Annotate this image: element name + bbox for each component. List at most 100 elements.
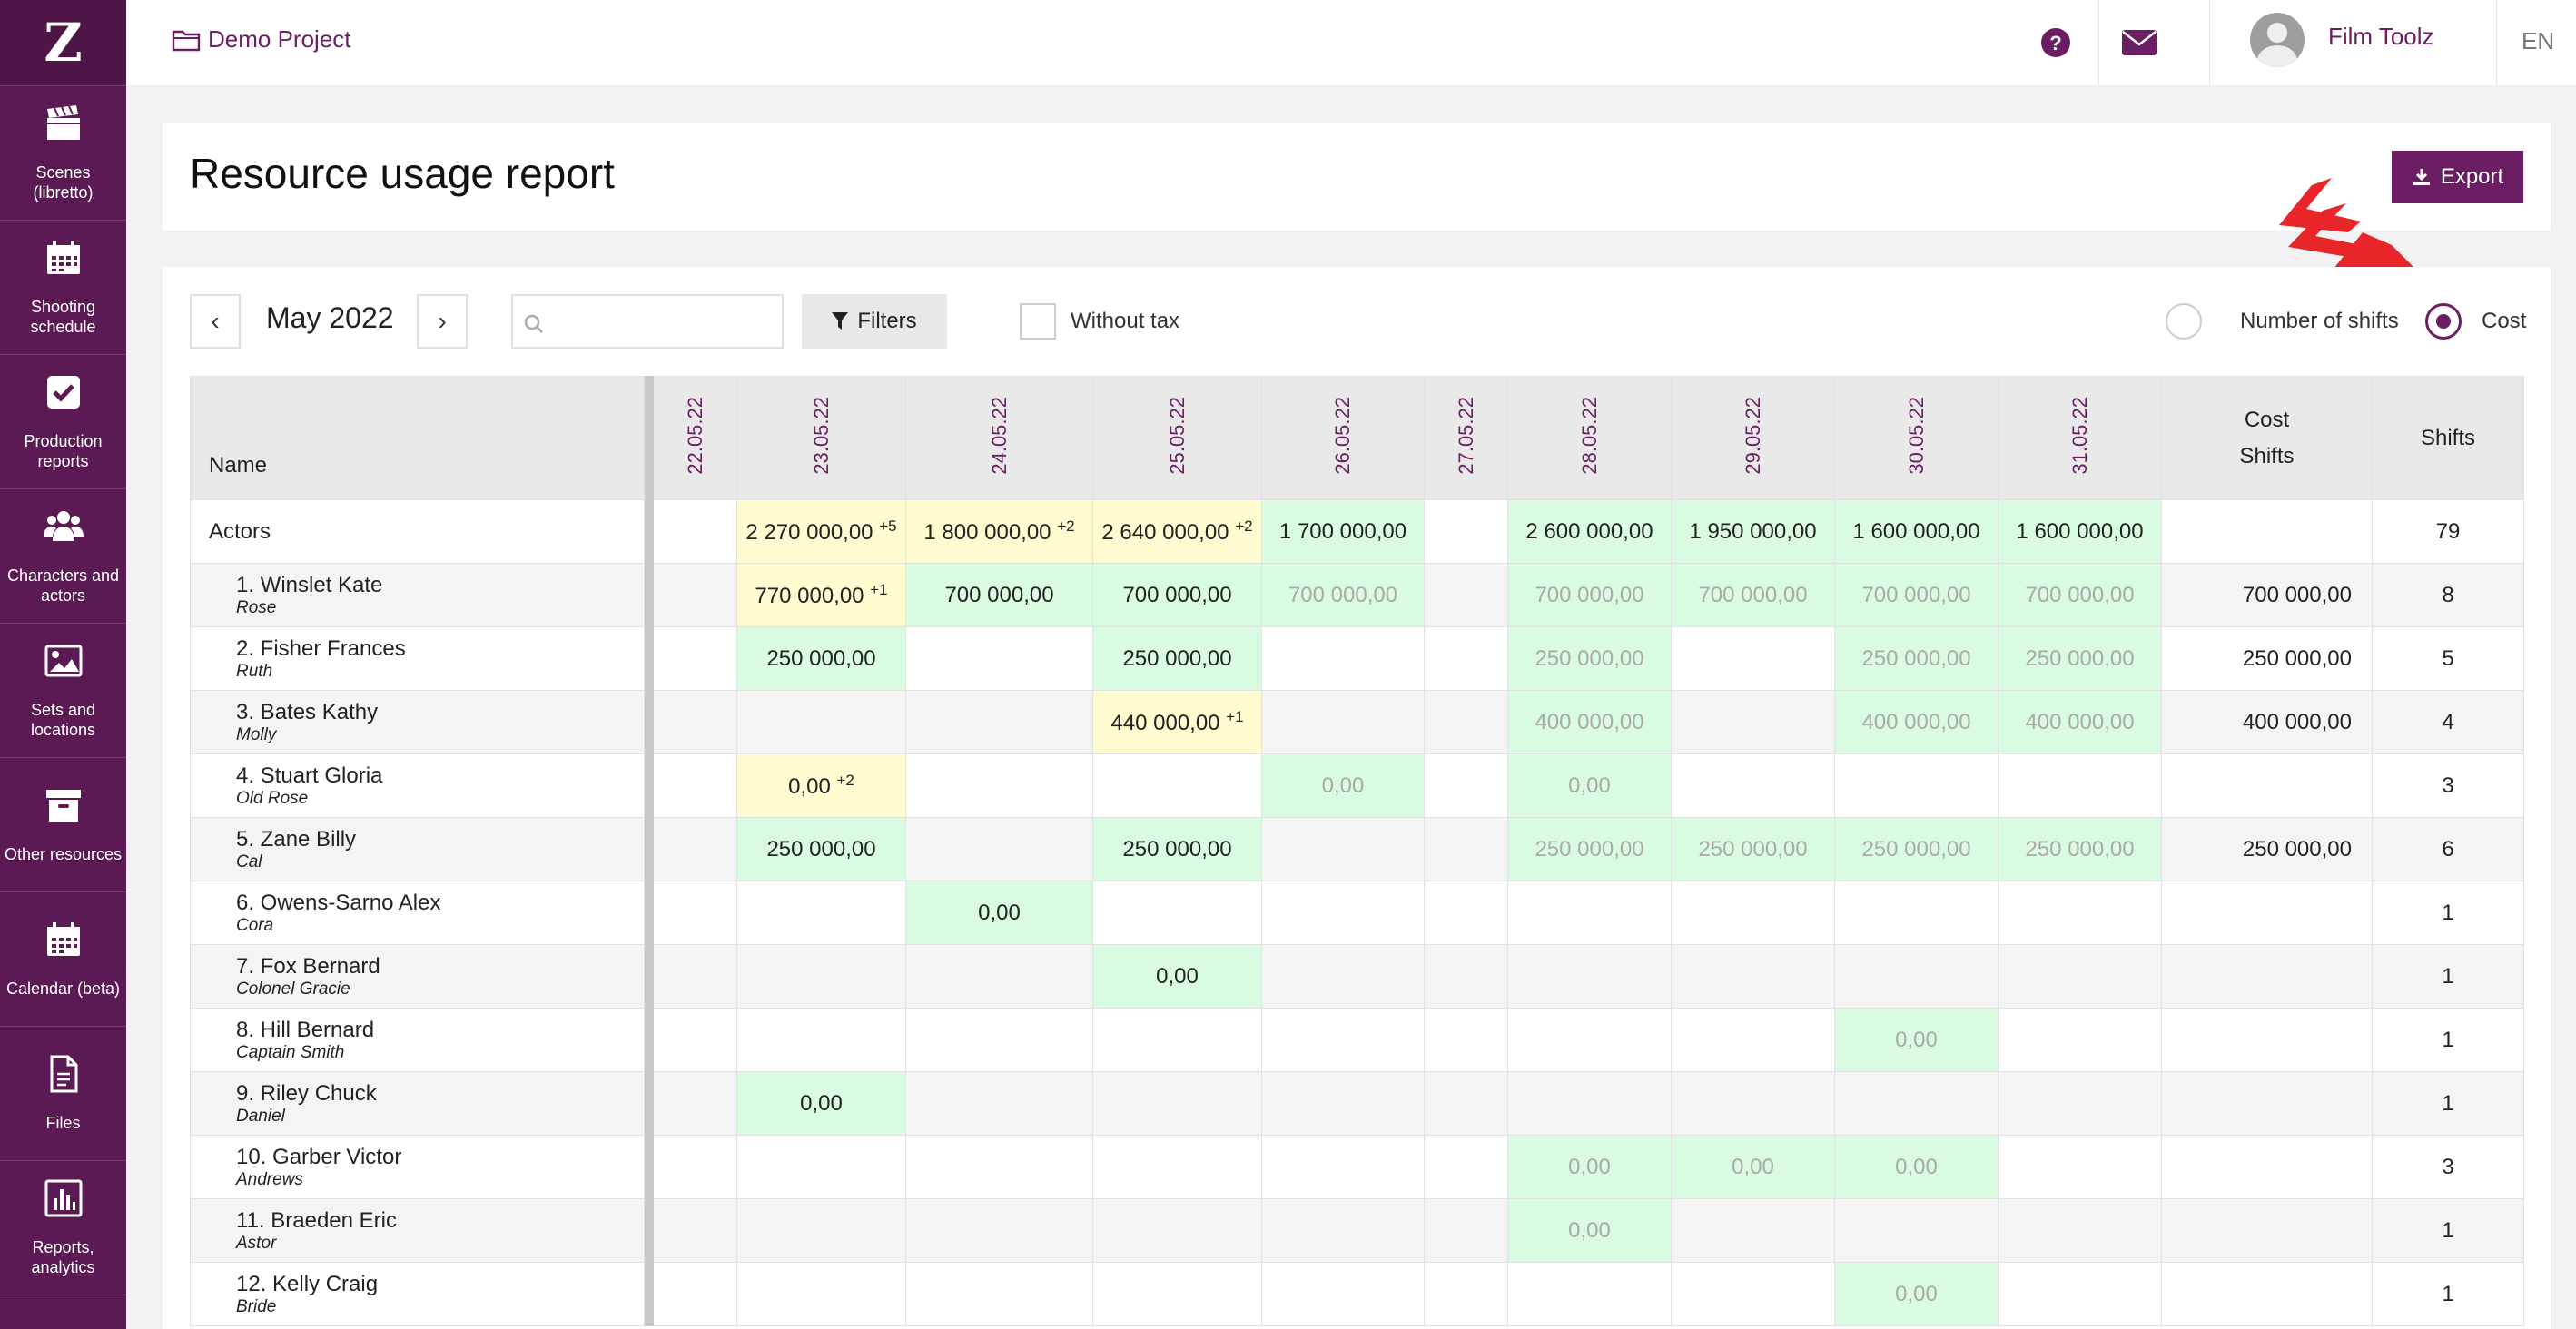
sidebar-item-calendar-beta[interactable]: Calendar (beta) — [0, 891, 126, 1026]
messages-button[interactable] — [2111, 0, 2167, 85]
day-cell[interactable]: 250 000,00 — [1507, 817, 1672, 881]
date-column-header[interactable]: 26.05.22 — [1261, 376, 1425, 500]
resource-name-cell[interactable]: 4. Stuart Gloria Old Rose — [190, 753, 645, 818]
day-cell[interactable]: 700 000,00 — [1998, 563, 2162, 627]
day-cell[interactable]: 250 000,00 — [736, 817, 906, 881]
day-cell[interactable]: 700 000,00 — [1261, 563, 1425, 627]
day-cell[interactable]: 2 640 000,00 +2 — [1092, 499, 1262, 564]
column-splitter[interactable] — [644, 376, 654, 500]
cell-value: 2 600 000,00 — [1525, 518, 1653, 544]
resource-name-cell[interactable]: 6. Owens-Sarno Alex Cora — [190, 881, 645, 945]
day-cell[interactable]: 400 000,00 — [1507, 690, 1672, 754]
mode-cost-radio[interactable] — [2425, 303, 2462, 340]
date-column-header[interactable]: 23.05.22 — [736, 376, 906, 500]
day-cell[interactable]: 0,00 — [1507, 1198, 1672, 1263]
day-cell[interactable]: 700 000,00 — [1671, 563, 1835, 627]
filters-button[interactable]: Filters — [802, 294, 947, 349]
date-column-header[interactable]: 22.05.22 — [653, 376, 737, 500]
day-cell[interactable]: 0,00 +2 — [736, 753, 906, 818]
resource-name-cell[interactable]: 8. Hill Bernard Captain Smith — [190, 1008, 645, 1072]
day-cell[interactable]: 1 700 000,00 — [1261, 499, 1425, 564]
day-cell[interactable]: 440 000,00 +1 — [1092, 690, 1262, 754]
cell-value: 0,00 — [1732, 1154, 1774, 1179]
resource-name-cell[interactable]: 3. Bates Kathy Molly — [190, 690, 645, 754]
prev-month-button[interactable]: ‹ — [190, 294, 241, 349]
day-cell[interactable]: 250 000,00 — [1671, 817, 1835, 881]
sidebar-item-other-resources[interactable]: Other resources — [0, 757, 126, 891]
sidebar-item-production-reports[interactable]: Production reports — [0, 354, 126, 488]
date-column-header[interactable]: 24.05.22 — [905, 376, 1093, 500]
day-cell[interactable]: 400 000,00 — [1998, 690, 2162, 754]
shifts-column-header[interactable]: Shifts — [2372, 376, 2524, 500]
day-cell[interactable]: 0,00 — [1507, 753, 1672, 818]
day-cell[interactable]: 250 000,00 — [1834, 817, 1999, 881]
day-cell[interactable]: 250 000,00 — [1834, 626, 1999, 691]
day-cell[interactable]: 0,00 — [1671, 1135, 1835, 1199]
day-cell[interactable]: 250 000,00 — [1998, 626, 2162, 691]
day-cell[interactable]: 400 000,00 — [1834, 690, 1999, 754]
sidebar-item-settings[interactable] — [0, 1295, 126, 1329]
export-button[interactable]: Export — [2392, 151, 2523, 203]
day-cell[interactable]: 250 000,00 — [1092, 626, 1262, 691]
sidebar-item-shooting-schedule[interactable]: Shooting schedule — [0, 220, 126, 354]
day-cell[interactable]: 700 000,00 — [1834, 563, 1999, 627]
day-cell[interactable]: 0,00 — [1834, 1135, 1999, 1199]
day-cell[interactable]: 0,00 — [1507, 1135, 1672, 1199]
search-input[interactable] — [511, 294, 784, 349]
day-cell[interactable]: 0,00 — [1092, 944, 1262, 1009]
without-tax-checkbox[interactable] — [1020, 303, 1056, 340]
mode-shifts-radio[interactable] — [2166, 303, 2202, 340]
resource-name-cell[interactable]: 1. Winslet Kate Rose — [190, 563, 645, 627]
cost-per-shift-cell: 250 000,00 — [2161, 817, 2373, 881]
language-selector[interactable]: EN — [2522, 27, 2555, 54]
resource-name-cell[interactable]: 9. Riley Chuck Daniel — [190, 1071, 645, 1136]
sidebar-item-files[interactable]: Files — [0, 1026, 126, 1160]
day-cell[interactable]: 0,00 — [1834, 1008, 1999, 1072]
day-cell[interactable]: 250 000,00 — [736, 626, 906, 691]
actor-name: 7. Fox Bernard — [236, 953, 380, 979]
resource-name-cell[interactable]: 11. Braeden Eric Astor — [190, 1198, 645, 1263]
project-link[interactable]: Demo Project — [172, 25, 351, 54]
date-column-header[interactable]: 31.05.22 — [1998, 376, 2162, 500]
cost-shifts-column-header[interactable]: Cost Shifts — [2161, 376, 2373, 500]
day-cell[interactable]: 700 000,00 — [1092, 563, 1262, 627]
day-cell[interactable]: 0,00 — [1834, 1262, 1999, 1326]
date-column-header[interactable]: 28.05.22 — [1507, 376, 1672, 500]
day-cell[interactable]: 700 000,00 — [905, 563, 1093, 627]
sidebar-item-sets-and-locations[interactable]: Sets and locations — [0, 623, 126, 757]
resource-name-cell[interactable]: 2. Fisher Frances Ruth — [190, 626, 645, 691]
download-icon — [2413, 169, 2430, 185]
date-column-header[interactable]: 29.05.22 — [1671, 376, 1835, 500]
date-column-header[interactable]: 27.05.22 — [1424, 376, 1508, 500]
resource-name-cell[interactable]: 12. Kelly Craig Bride — [190, 1262, 645, 1326]
day-cell[interactable]: 0,00 — [736, 1071, 906, 1136]
date-column-header[interactable]: 30.05.22 — [1834, 376, 1999, 500]
sidebar-item-reports-analytics[interactable]: Reports, analytics — [0, 1160, 126, 1295]
day-cell[interactable]: 250 000,00 — [1998, 817, 2162, 881]
day-cell[interactable]: 1 600 000,00 — [1834, 499, 1999, 564]
day-cell[interactable]: 2 600 000,00 — [1507, 499, 1672, 564]
resource-name-cell[interactable]: 5. Zane Billy Cal — [190, 817, 645, 881]
next-month-button[interactable]: › — [417, 294, 468, 349]
day-cell[interactable]: 250 000,00 — [1507, 626, 1672, 691]
date-column-header[interactable]: 25.05.22 — [1092, 376, 1262, 500]
help-button[interactable]: ? — [2028, 0, 2084, 85]
day-cell[interactable]: 700 000,00 — [1507, 563, 1672, 627]
day-cell[interactable]: 1 950 000,00 — [1671, 499, 1835, 564]
cell-value: 250 000,00 — [1535, 645, 1644, 671]
resource-name-cell[interactable]: 10. Garber Victor Andrews — [190, 1135, 645, 1199]
day-cell[interactable]: 2 270 000,00 +5 — [736, 499, 906, 564]
user-menu[interactable]: Film Toolz — [2250, 13, 2434, 67]
day-cell[interactable]: 0,00 — [1261, 753, 1425, 818]
resource-name-cell[interactable]: 7. Fox Bernard Colonel Gracie — [190, 944, 645, 1009]
sidebar-item-characters-and-actors[interactable]: Characters and actors — [0, 488, 126, 623]
name-column-header[interactable]: Name — [190, 376, 645, 500]
day-cell[interactable]: 1 800 000,00 +2 — [905, 499, 1093, 564]
day-cell[interactable]: 0,00 — [905, 881, 1093, 945]
actor-name: 9. Riley Chuck — [236, 1080, 377, 1106]
day-cell[interactable]: 770 000,00 +1 — [736, 563, 906, 627]
sidebar-item-scenes-libretto[interactable]: Scenes (libretto) — [0, 85, 126, 220]
day-cell[interactable]: 1 600 000,00 — [1998, 499, 2162, 564]
day-cell[interactable]: 250 000,00 — [1092, 817, 1262, 881]
app-logo[interactable]: Z — [0, 0, 126, 85]
